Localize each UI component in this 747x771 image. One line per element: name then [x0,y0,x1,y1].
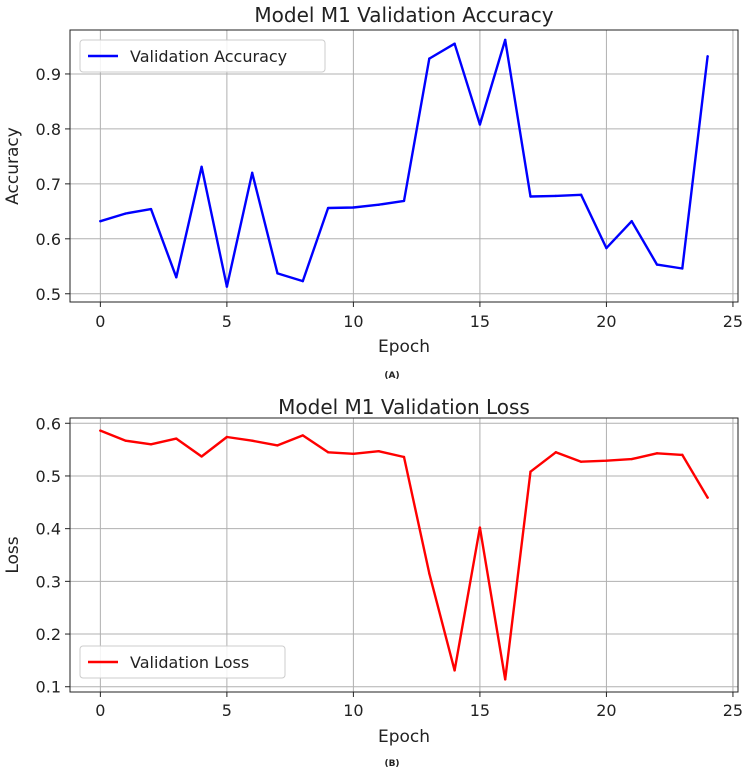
data-point [352,206,355,209]
x-tick-label: 25 [723,312,743,331]
data-point [352,452,355,456]
data-point [99,220,102,223]
data-point [250,171,254,175]
data-point [579,193,583,197]
series-line-validation-loss [99,429,709,681]
data-point [175,437,178,440]
data-point [655,452,659,455]
x-tick-label: 10 [343,312,363,331]
data-point [99,429,102,432]
data-point [630,457,633,461]
data-point [200,165,203,169]
y-tick-label: 0.3 [36,572,61,591]
data-point [149,207,153,211]
legend-box [79,645,286,679]
data-point [149,443,153,446]
data-point [276,272,279,275]
legend-label: Validation Loss [130,653,249,672]
data-point [630,220,633,223]
y-axis-label: Accuracy [3,127,23,205]
data-point [554,194,558,198]
x-tick-label: 0 [95,701,105,720]
x-tick-label: 5 [222,312,232,331]
plot-frame [69,417,739,693]
y-tick-label: 0.5 [36,467,61,486]
legend: Validation Loss [79,645,286,679]
panel-label: (B) [384,759,399,769]
data-point [377,449,380,453]
y-tick-label: 0.7 [36,175,61,194]
y-axis-label: Loss [3,536,23,573]
legend: Validation Accuracy [79,39,326,73]
y-tick-label: 0.6 [36,230,61,249]
panel-label: (A) [384,371,399,381]
data-point [453,669,456,672]
x-tick-label: 20 [596,312,616,331]
chart-title: Model M1 Validation Loss [278,395,530,419]
data-point [428,572,431,575]
data-point [276,444,279,447]
data-point [478,526,482,529]
data-point [681,453,684,457]
series-line-validation-accuracy [99,38,709,288]
chart-title: Model M1 Validation Accuracy [254,3,553,27]
y-tick-label: 0.9 [36,65,61,84]
plot-frame [69,29,739,303]
x-tick-label: 0 [95,312,105,331]
data-point [301,279,304,283]
y-tick-label: 0.8 [36,120,61,139]
data-point [706,496,709,499]
data-point [225,285,229,288]
data-point [681,267,684,270]
legend-label: Validation Accuracy [130,47,287,66]
x-tick-label: 5 [222,701,232,720]
data-point [428,57,431,60]
data-point [377,203,380,206]
x-tick-label: 25 [723,701,743,720]
data-point [706,55,709,58]
data-point [250,439,254,442]
data-point [402,199,406,203]
chart-panel-accuracy: 0 5 10 15 20 25 0.5 0.6 0.7 0.8 0.9 Model M1 Valida… [3,3,743,381]
data-point [529,195,532,198]
data-point [605,246,608,250]
data-point [200,455,203,458]
data-point [402,455,406,459]
data-point [124,439,127,442]
data-point [301,434,304,437]
chart-panel-loss: 0 5 10 15 20 25 0.1 0.2 0.3 0.4 0.5 0.6 Model M1 Val… [3,395,743,769]
data-point [579,460,583,463]
data-point [504,678,507,681]
data-point [453,42,456,45]
y-tick-label: 0.4 [36,520,61,539]
data-point [175,276,178,279]
x-axis-label: Epoch [378,337,430,357]
data-point [124,212,127,215]
x-tick-label: 15 [470,312,490,331]
data-point [605,459,608,462]
data-point [326,451,330,454]
x-axis-label: Epoch [378,727,430,747]
legend-box [79,39,326,73]
data-point [504,38,507,42]
data-point [225,435,229,439]
x-tick-label: 20 [596,701,616,720]
y-tick-label: 0.5 [36,285,61,304]
x-tick-label: 15 [470,701,490,720]
y-tick-label: 0.1 [36,678,61,697]
x-tick-label: 10 [343,701,363,720]
y-tick-label: 0.6 [36,414,61,433]
data-point [326,206,330,210]
data-point [655,263,659,266]
data-point [554,451,558,454]
data-point [478,123,482,126]
data-point [529,470,532,473]
y-tick-label: 0.2 [36,625,61,644]
